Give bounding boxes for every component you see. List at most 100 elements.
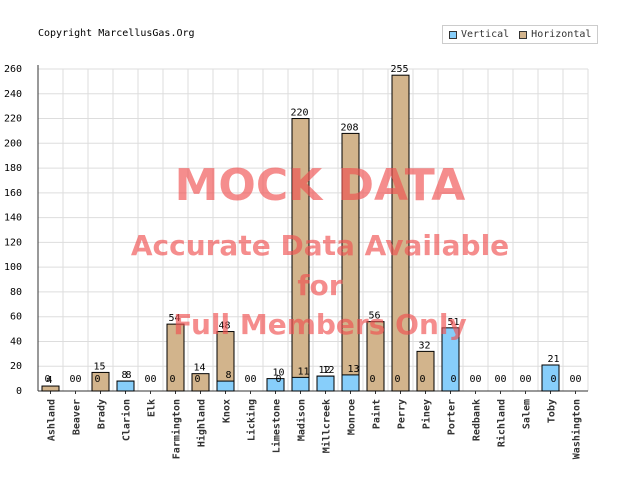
x-category-label: Elk — [147, 399, 158, 417]
x-category-label: Perry — [397, 399, 408, 429]
y-tick-label: 180 — [4, 163, 22, 174]
x-category-label: Piney — [421, 399, 433, 429]
value-label-vertical: 0 — [519, 374, 525, 385]
value-label-vertical: 0 — [144, 374, 150, 385]
value-label-vertical: 0 — [194, 374, 200, 385]
value-label-horizontal: 255 — [390, 64, 408, 75]
y-tick-label: 20 — [10, 361, 22, 372]
bar-vertical — [441, 327, 460, 392]
legend-label-vertical: Vertical — [461, 29, 510, 40]
x-category-label: Toby — [547, 399, 558, 423]
legend-item-horizontal: Horizontal — [519, 29, 591, 40]
x-category-label: Farmington — [171, 399, 183, 459]
value-label-vertical: 13 — [347, 364, 359, 375]
x-category-label: Porter — [447, 399, 458, 435]
legend-label-horizontal: Horizontal — [531, 29, 592, 40]
value-label-horizontal: 54 — [168, 313, 180, 324]
value-label-vertical: 51 — [447, 317, 459, 328]
legend-item-vertical: Vertical — [449, 29, 509, 40]
x-category-label: Clarion — [121, 399, 133, 441]
y-tick-label: 60 — [10, 312, 22, 323]
value-label-vertical: 0 — [569, 374, 575, 385]
x-category-label: Ashland — [47, 399, 58, 441]
value-label-vertical: 0 — [169, 374, 175, 385]
value-label-vertical: 11 — [297, 366, 309, 377]
x-category-label: Brady — [97, 399, 108, 429]
value-label-vertical: 10 — [272, 368, 284, 379]
value-label-vertical: 0 — [244, 374, 250, 385]
bar-horizontal — [191, 373, 210, 392]
y-tick-label: 0 — [16, 386, 22, 397]
x-category-label: Limestone — [271, 399, 283, 453]
x-category-label: Paint — [371, 399, 383, 429]
x-category-label: Richland — [496, 399, 508, 447]
value-label-horizontal: 8 — [121, 370, 127, 381]
value-label-horizontal: 14 — [193, 363, 205, 374]
legend-swatch-horizontal — [519, 30, 528, 39]
value-label-vertical: 8 — [225, 370, 231, 381]
value-label-horizontal: 32 — [418, 340, 430, 351]
value-label-horizontal: 0 — [150, 374, 156, 385]
value-label-horizontal: 0 — [500, 374, 506, 385]
bar-vertical — [316, 375, 335, 392]
value-label-vertical: 12 — [322, 365, 334, 376]
value-label-vertical: 0 — [494, 374, 500, 385]
y-tick-label: 240 — [4, 89, 22, 100]
bar-vertical — [216, 380, 235, 392]
chart-legend: Vertical Horizontal — [442, 25, 599, 44]
y-tick-label: 120 — [4, 237, 22, 248]
y-tick-label: 200 — [4, 138, 22, 149]
value-label-horizontal: 56 — [368, 311, 380, 322]
x-category-label: Monroe — [347, 399, 358, 435]
bar-vertical — [341, 374, 360, 392]
value-label-vertical: 0 — [369, 374, 375, 385]
value-label-horizontal: 0 — [75, 374, 81, 385]
y-tick-label: 40 — [10, 336, 22, 347]
value-label-horizontal: 4 — [46, 375, 52, 386]
value-label-vertical: 8 — [125, 370, 131, 381]
value-label-horizontal: 0 — [525, 374, 531, 385]
value-label-vertical: 0 — [469, 374, 475, 385]
x-category-label: Licking — [246, 399, 258, 441]
y-tick-label: 160 — [4, 188, 22, 199]
bar-vertical — [291, 376, 310, 392]
bar-vertical — [541, 364, 560, 392]
x-category-label: Knox — [222, 399, 233, 423]
value-label-horizontal: 0 — [475, 374, 481, 385]
value-label-horizontal: 48 — [218, 321, 230, 332]
bar-horizontal — [366, 321, 385, 392]
y-tick-label: 100 — [4, 262, 22, 273]
copyright-text: Copyright MarcellusGas.Org — [38, 28, 195, 39]
x-category-label: Washington — [571, 399, 583, 459]
value-label-vertical: 0 — [419, 374, 425, 385]
value-label-horizontal: 12 — [318, 365, 330, 376]
value-label-horizontal: 0 — [550, 374, 556, 385]
legend-swatch-vertical — [449, 30, 457, 39]
value-label-horizontal: 220 — [290, 108, 308, 119]
bar-horizontal — [166, 323, 185, 392]
x-category-label: Salem — [522, 399, 533, 429]
value-label-vertical: 0 — [394, 374, 400, 385]
bar-vertical — [116, 380, 135, 392]
y-tick-label: 220 — [4, 114, 22, 125]
value-label-vertical: 0 — [69, 374, 75, 385]
y-tick-label: 140 — [4, 213, 22, 224]
value-label-horizontal: 208 — [340, 122, 358, 133]
bar-horizontal — [416, 350, 435, 392]
value-label-vertical: 0 — [44, 374, 50, 385]
y-tick-label: 260 — [4, 64, 22, 75]
x-category-label: Millcreek — [321, 399, 333, 453]
value-label-vertical: 21 — [547, 354, 559, 365]
value-label-horizontal: 0 — [250, 374, 256, 385]
y-tick-label: 80 — [10, 287, 22, 298]
bar-horizontal — [91, 371, 110, 392]
bar-horizontal — [41, 385, 60, 392]
value-label-horizontal: 15 — [93, 361, 105, 372]
value-label-horizontal: 0 — [275, 374, 281, 385]
bar-horizontal — [291, 118, 310, 392]
x-category-label: Madison — [296, 399, 308, 441]
x-category-label: Highland — [196, 399, 208, 447]
value-label-vertical: 0 — [94, 374, 100, 385]
x-category-label: Beaver — [72, 399, 83, 435]
